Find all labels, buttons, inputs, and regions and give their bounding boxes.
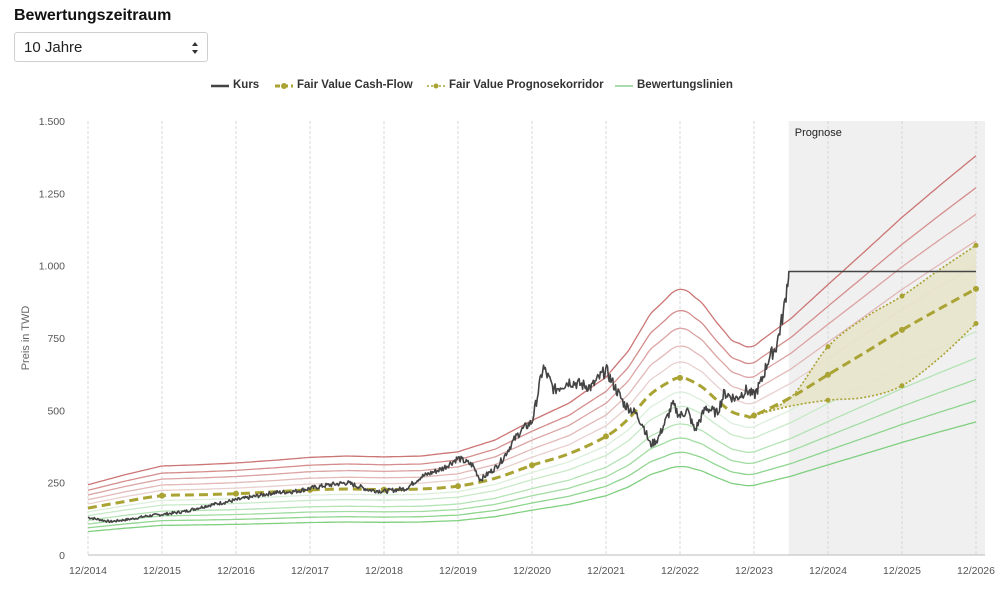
- period-select-value: 10 Jahre: [24, 39, 83, 56]
- corridor-point: [825, 344, 831, 350]
- corridor-point: [973, 242, 979, 248]
- x-tick-label: 12/2024: [809, 565, 847, 577]
- x-tick-label: 12/2019: [439, 565, 477, 577]
- x-tick-label: 12/2020: [513, 565, 551, 577]
- x-tick-label: 12/2017: [291, 565, 329, 577]
- y-tick-label: 750: [47, 333, 65, 345]
- legend-label-kurs: Kurs: [233, 79, 260, 91]
- chart-legend: Kurs Fair Value Cash-Flow Fair Value Pro…: [0, 78, 1000, 96]
- fair-value-point: [825, 371, 831, 378]
- corridor-upper-line: [753, 244, 977, 417]
- kurs-line: [88, 270, 976, 524]
- fair-value-line-icon: [275, 83, 293, 89]
- legend-label-bewertungslinien: Bewertungslinien: [637, 79, 733, 91]
- corridor-point: [899, 383, 905, 389]
- bewertungslinie: [87, 378, 977, 525]
- x-tick-label: 12/2025: [883, 565, 921, 577]
- corridor-point: [899, 293, 905, 299]
- bewertungslinie: [87, 187, 977, 491]
- legend-label-fv-cashflow: Fair Value Cash-Flow: [297, 79, 413, 91]
- x-tick-label: 12/2015: [143, 565, 181, 577]
- period-select[interactable]: 10 Jahre: [14, 32, 208, 62]
- x-tick-label: 12/2022: [661, 565, 699, 577]
- corridor-lower-line: [753, 322, 977, 417]
- x-tick-label: 12/2023: [735, 565, 773, 577]
- fair-value-point: [233, 490, 239, 497]
- bewertungslinie: [87, 330, 977, 517]
- select-arrows-icon: [192, 42, 198, 54]
- y-tick-label: 0: [59, 550, 65, 562]
- y-tick-label: 1.500: [39, 116, 65, 128]
- fair-value-point: [751, 412, 757, 419]
- prognose-label: Prognose: [795, 127, 842, 139]
- x-tick-label: 12/2016: [217, 565, 255, 577]
- bewertungslinie: [87, 213, 977, 496]
- y-tick-label: 1.000: [39, 261, 65, 273]
- x-tick-label: 12/2014: [69, 565, 107, 577]
- legend-label-fv-korridor: Fair Value Prognosekorridor: [449, 79, 604, 91]
- y-tick-label: 1.250: [39, 188, 65, 200]
- x-tick-label: 12/2021: [587, 565, 625, 577]
- bewertungslinie: [87, 240, 977, 501]
- fair-value-point: [973, 285, 979, 292]
- y-axis-label: Preis in TWD: [20, 306, 32, 371]
- corridor-line-icon: [427, 83, 445, 89]
- fair-value-point: [603, 433, 609, 440]
- bewertungslinie: [87, 399, 977, 529]
- valuation-lines-icon: [615, 85, 633, 87]
- y-tick-label: 500: [47, 405, 65, 417]
- bewertungslinie: [87, 357, 977, 521]
- x-tick-label: 12/2026: [957, 565, 995, 577]
- fair-value-point: [455, 483, 461, 490]
- bewertungslinie: [87, 421, 977, 533]
- period-title: Bewertungszeitraum: [14, 7, 172, 24]
- fair-value-point: [899, 326, 905, 333]
- x-tick-label: 12/2018: [365, 565, 403, 577]
- fair-value-point: [529, 462, 535, 469]
- y-tick-label: 250: [47, 478, 65, 490]
- fair-value-point: [677, 374, 683, 381]
- corridor-point: [825, 397, 831, 403]
- fair-value-point: [159, 492, 165, 499]
- kurs-line-icon: [211, 84, 229, 88]
- corridor-point: [973, 321, 979, 327]
